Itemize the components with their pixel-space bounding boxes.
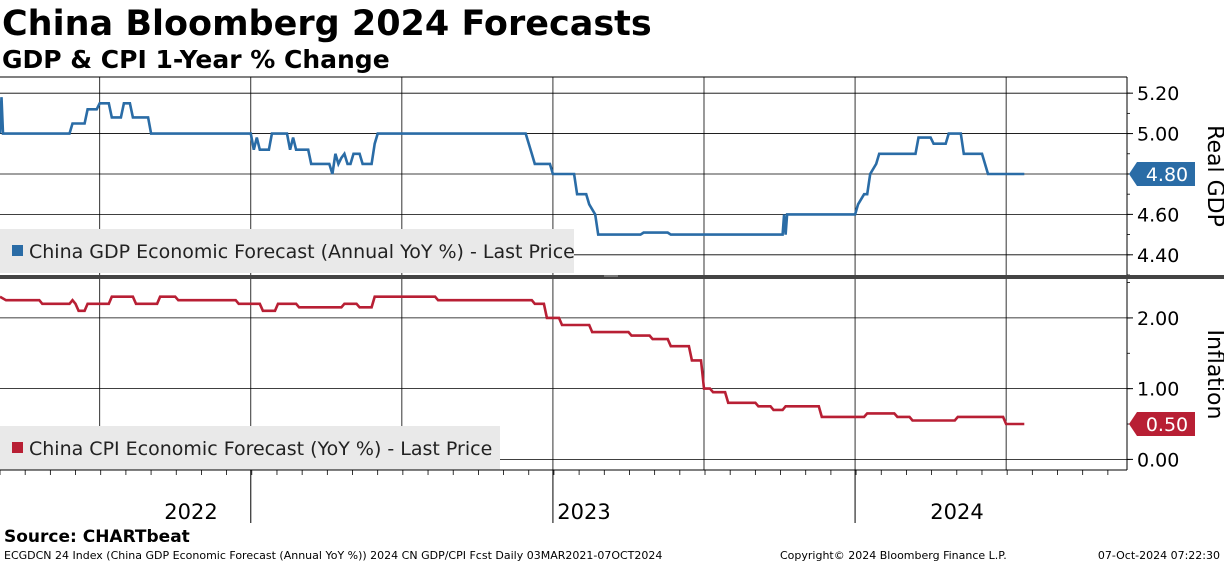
gdp-axis-label: Real GDP [1202,125,1224,227]
cpi-series-line [0,295,1025,426]
copyright-text: Copyright© 2024 Bloomberg Finance L.P. [780,549,1007,562]
cpi-ytick-label-1: 1.00 [1137,379,1179,401]
gdp-legend-label: China GDP Economic Forecast (Annual YoY … [29,241,575,263]
ticker-info: ECGDCN 24 Index (China GDP Economic Fore… [4,549,663,562]
gdp-ytick-label-4: 4.40 [1137,245,1179,267]
cpi-legend-box [0,426,500,470]
gdp-ytick-label-3: 4.60 [1137,204,1179,226]
panel-divider [0,275,1224,279]
gdp-last-value-tag [1129,161,1195,186]
cpi-legend-label: China CPI Economic Forecast (YoY %) - La… [29,438,492,460]
source-note: Source: CHARTbeat [4,527,190,547]
cpi-last-value-tag [1129,412,1195,437]
gdp-legend-swatch [12,245,23,256]
x-tick-label-2023: 2023 [557,500,610,524]
cpi-ytick-label-0: 2.00 [1137,308,1179,330]
cpi-axis-label: Inflation [1202,330,1224,420]
gdp-ytick-label-1: 5.00 [1137,124,1179,146]
cpi-legend-swatch [12,442,23,453]
gdp-series-line [0,97,1025,236]
chart-subtitle: GDP & CPI 1-Year % Change [2,45,390,74]
x-tick-label-2024: 2024 [930,500,983,524]
cpi-last-value-label: 0.50 [1146,414,1188,436]
chart-title: China Bloomberg 2024 Forecasts [2,4,652,44]
cpi-ytick-label-2: 0.00 [1137,449,1179,471]
gdp-legend-box [0,229,574,273]
gdp-last-value-label: 4.80 [1146,164,1188,186]
x-tick-label-2022: 2022 [164,500,217,524]
gdp-ytick-label-0: 5.20 [1137,83,1179,105]
timestamp: 07-Oct-2024 07:22:30 [1097,549,1220,562]
